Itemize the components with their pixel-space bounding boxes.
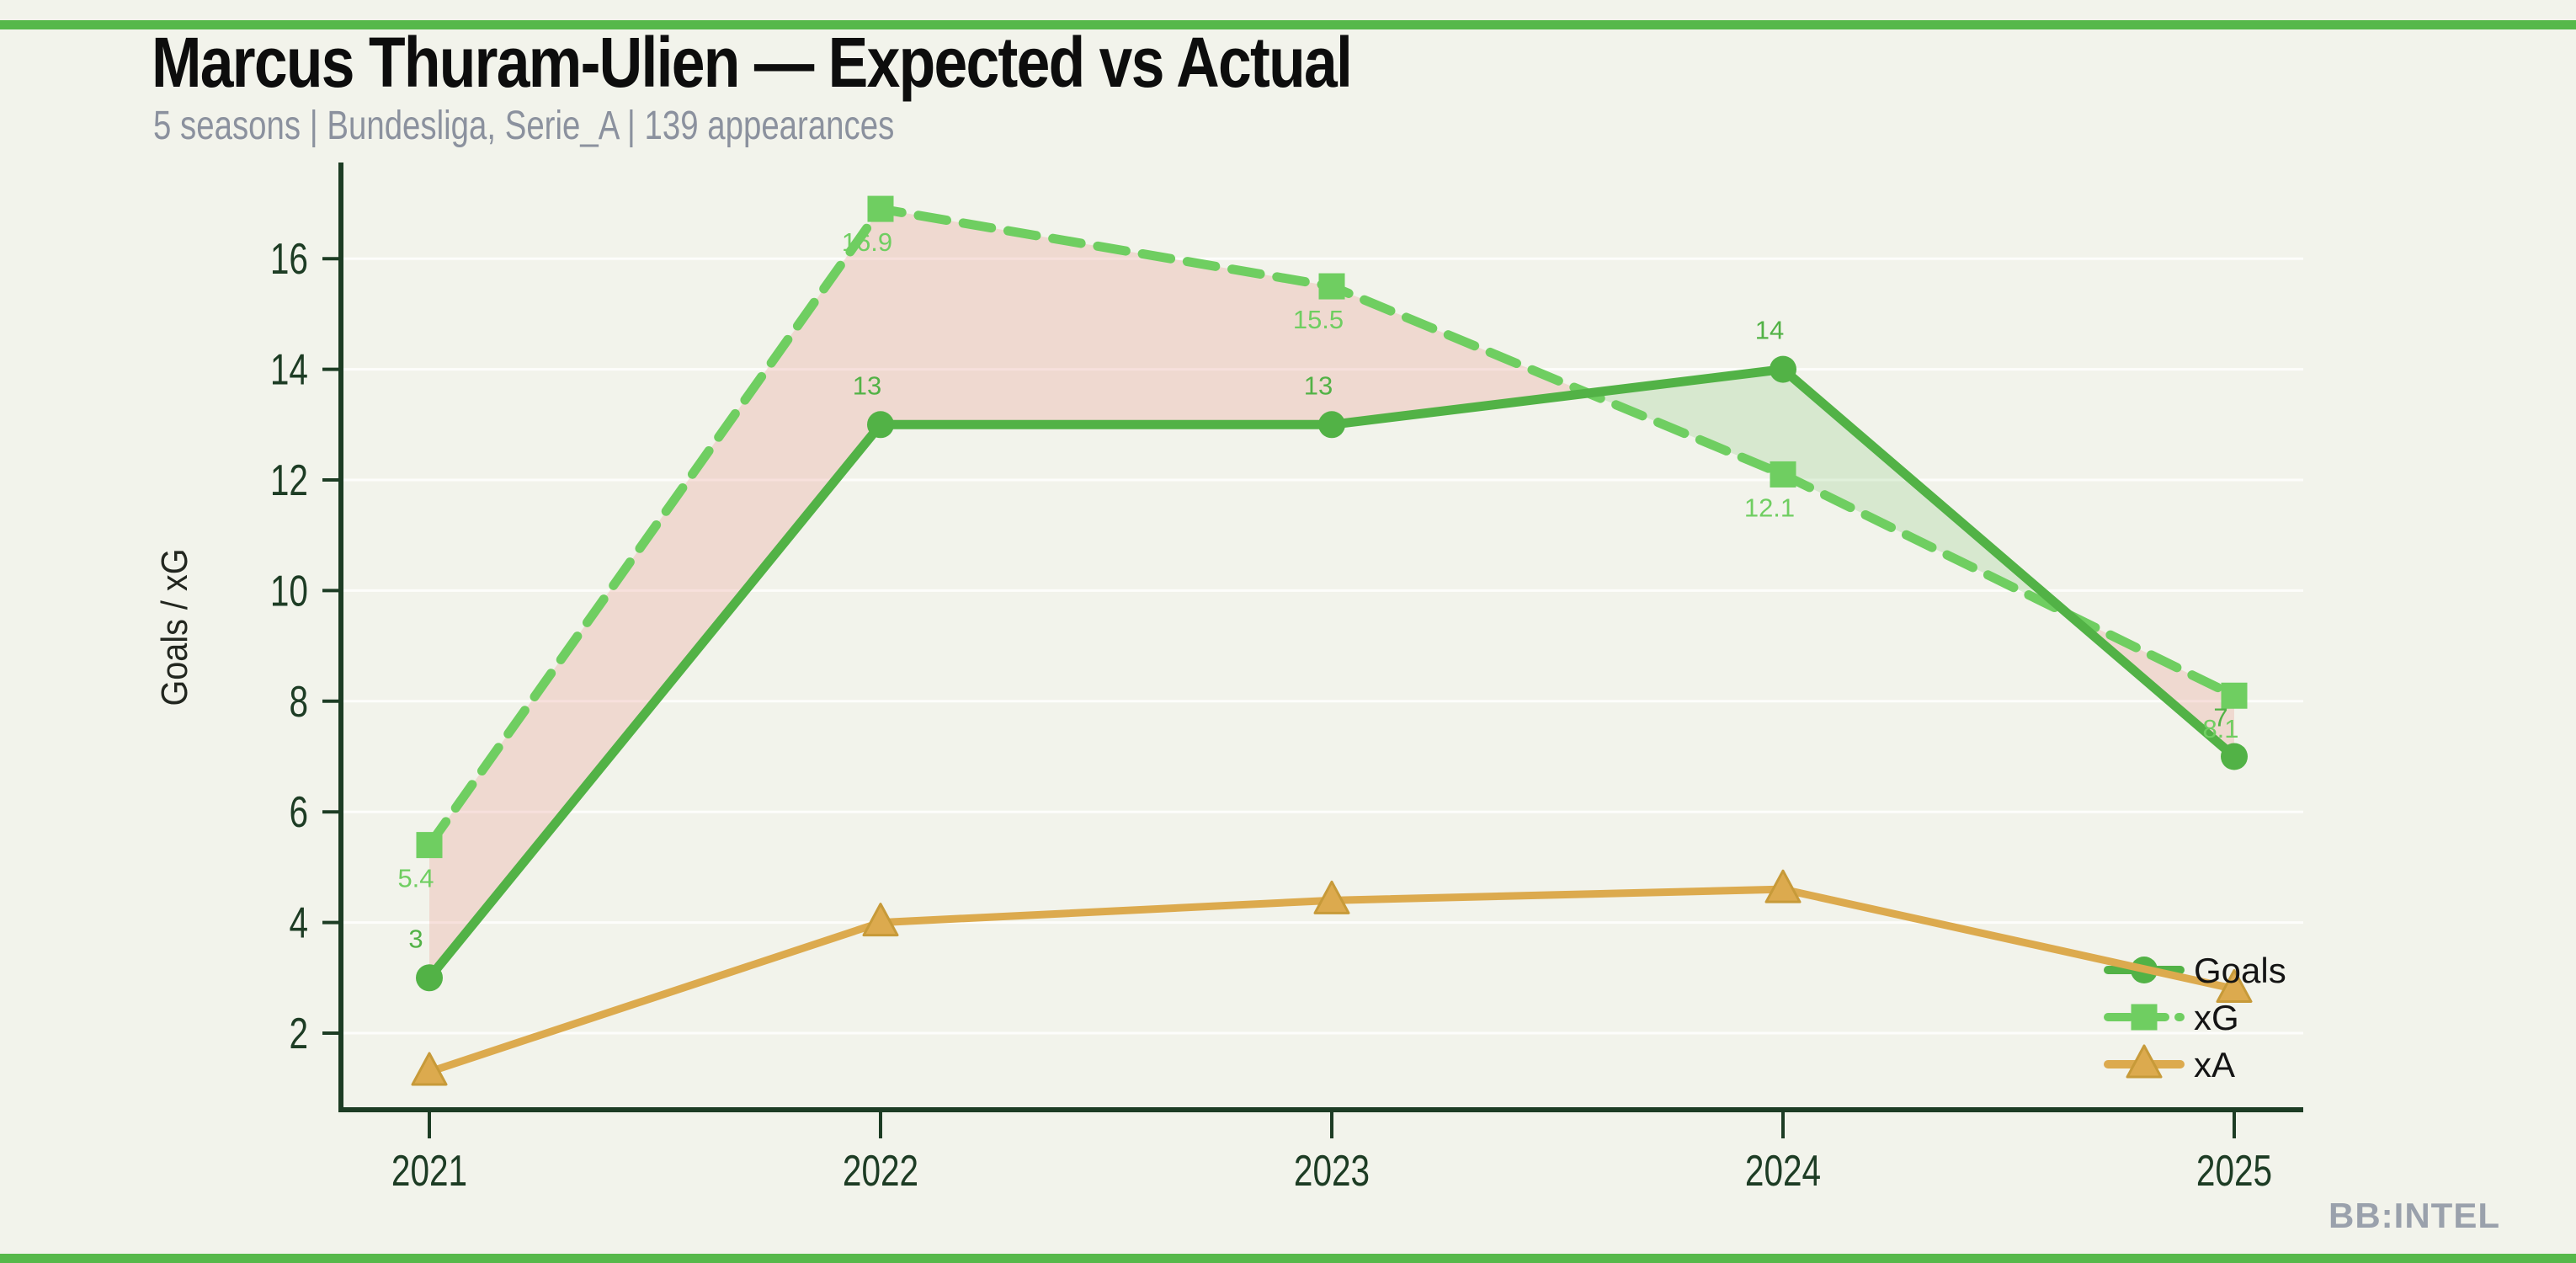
marker-xa	[411, 1052, 448, 1086]
y-tick-label: 10	[270, 567, 308, 616]
x-tick-label: 2024	[1745, 1146, 1821, 1195]
marker-xa	[2216, 968, 2253, 1003]
x-tick-label: 2025	[2196, 1146, 2272, 1195]
series-line-xa	[425, 885, 2238, 1076]
chart-generated-layer: 2 4 6 8 10 12 14 16 2021 2022 2023 2024 2025 Goals xG x…	[270, 163, 2303, 1195]
marker-xg	[416, 832, 443, 859]
y-tick-label: 2	[289, 1009, 308, 1058]
marker-goals	[867, 411, 894, 439]
data-label-xg: 16.9	[842, 227, 892, 257]
marker-xg	[1770, 461, 1796, 488]
marker-xg	[1318, 273, 1345, 300]
marker-goals	[416, 964, 443, 992]
bottom-accent-bar	[0, 1254, 2576, 1263]
marker-xg	[2221, 682, 2248, 709]
top-accent-bar	[0, 20, 2576, 29]
x-tick-label: 2022	[843, 1146, 918, 1195]
y-tick-label: 6	[289, 787, 308, 836]
data-label-goals: 7	[2213, 703, 2227, 733]
y-tick-label: 16	[270, 234, 308, 283]
marker-goals	[1770, 355, 1796, 383]
x-tick-label: 2023	[1294, 1146, 1370, 1195]
marker-goals	[2221, 743, 2248, 770]
y-tick-label: 8	[289, 677, 308, 726]
data-label-xg: 8.1	[2202, 714, 2238, 743]
legend-label-xa: xA	[2194, 1045, 2235, 1084]
legend-label-xg: xG	[2194, 998, 2239, 1037]
data-label-goals: 14	[1755, 316, 1784, 345]
legend-label-goals: Goals	[2194, 951, 2286, 990]
marker-xa	[2126, 1044, 2163, 1079]
data-label-xg: 12.1	[1744, 493, 1795, 522]
marker-xa	[1764, 869, 1802, 903]
watermark: BB:INTEL	[2329, 1196, 2500, 1235]
data-label-xg: 5.4	[397, 864, 434, 893]
y-tick-label: 14	[270, 345, 308, 394]
data-label-goals: 13	[1304, 370, 1333, 400]
marker-xa	[1313, 880, 1350, 914]
data-label-goals: 3	[408, 924, 423, 953]
subtitle: 5 seasons | Bundesliga, Serie_A | 139 ap…	[153, 104, 895, 148]
marker-xg	[867, 195, 894, 222]
y-axis-label: Goals / xG	[153, 549, 194, 706]
y-tick-label: 4	[289, 898, 308, 947]
data-label-xg: 15.5	[1293, 305, 1344, 334]
marker-goals	[1318, 411, 1345, 439]
marker-xg	[2131, 1004, 2158, 1031]
data-label-goals: 13	[853, 370, 881, 400]
marker-xa	[862, 903, 899, 937]
page-title: Marcus Thuram-Ulien — Expected vs Actual	[152, 23, 1353, 102]
fill-xg-above-goals	[429, 209, 1589, 978]
y-tick-label: 12	[270, 456, 308, 504]
x-tick-label: 2021	[391, 1146, 467, 1195]
